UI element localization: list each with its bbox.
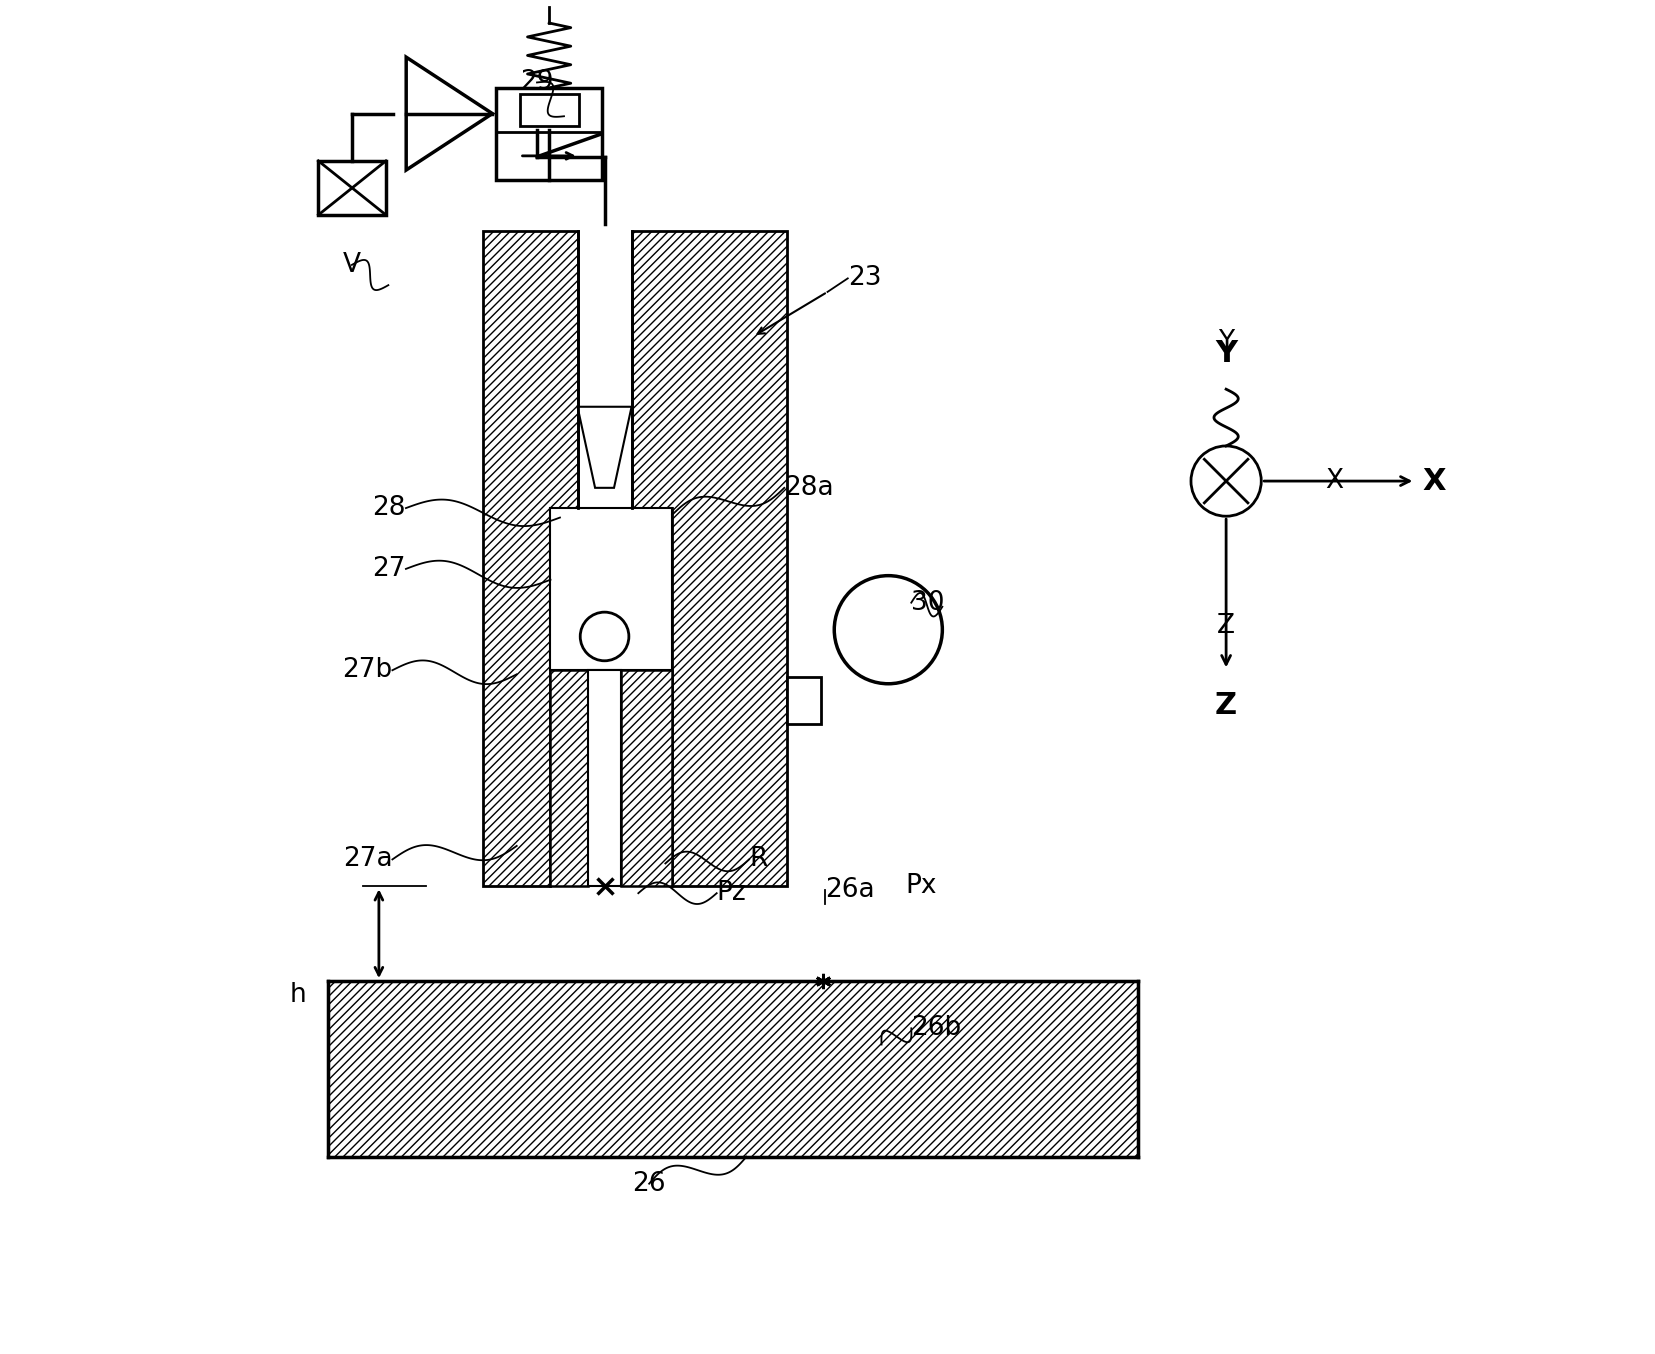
Polygon shape — [578, 406, 632, 487]
Bar — [496, 88, 602, 180]
Text: 27: 27 — [372, 556, 405, 582]
Polygon shape — [551, 670, 588, 887]
Bar — [520, 95, 579, 126]
Polygon shape — [588, 670, 621, 887]
Text: 23: 23 — [847, 265, 880, 291]
Text: Z: Z — [1215, 691, 1238, 719]
Text: V: V — [343, 252, 361, 278]
Text: X: X — [1324, 468, 1342, 494]
Polygon shape — [328, 982, 1139, 1156]
Text: 26b: 26b — [912, 1016, 962, 1041]
Bar — [788, 677, 821, 724]
Text: R: R — [750, 846, 768, 872]
Text: Y: Y — [1215, 338, 1236, 367]
Text: 30: 30 — [912, 590, 945, 616]
Circle shape — [581, 612, 629, 661]
Text: 28: 28 — [372, 496, 405, 521]
Text: Y: Y — [1218, 329, 1235, 355]
Polygon shape — [483, 232, 578, 887]
Text: 26a: 26a — [824, 877, 874, 903]
Text: 27b: 27b — [343, 657, 392, 684]
Text: Z: Z — [1216, 612, 1235, 639]
Polygon shape — [632, 232, 788, 887]
Polygon shape — [621, 670, 672, 887]
Text: Px: Px — [905, 873, 937, 899]
Text: 26: 26 — [632, 1171, 665, 1197]
Text: 28a: 28a — [784, 475, 834, 501]
Text: 29: 29 — [520, 69, 554, 96]
Circle shape — [1192, 445, 1261, 516]
Bar — [318, 161, 386, 215]
Polygon shape — [551, 508, 672, 670]
Text: Pz: Pz — [717, 880, 746, 906]
Text: 27a: 27a — [343, 846, 392, 872]
Circle shape — [834, 575, 942, 684]
Text: X: X — [1422, 467, 1445, 496]
Text: h: h — [290, 982, 306, 1007]
